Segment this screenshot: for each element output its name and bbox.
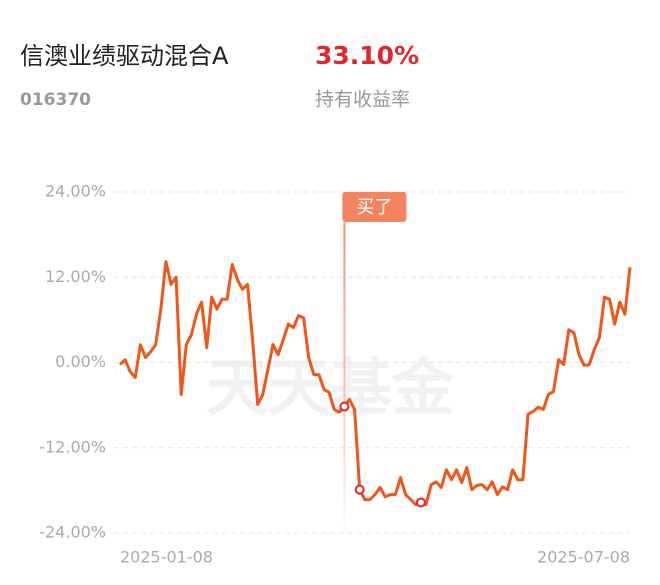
y-tick-label: 0.00% [55,352,106,371]
trade-point [415,497,426,508]
watermark: 天天基金 [206,351,455,424]
trade-point [339,401,350,412]
return-line [118,260,632,507]
x-tick-label: 2025-01-08 [120,548,213,567]
trade-point [354,484,365,495]
return-value: 33.10% [315,41,419,70]
buy-tag-bg [342,192,407,222]
y-tick-label: 24.00% [45,182,106,201]
y-tick-label: -24.00% [39,523,106,542]
buy-tag: 买了 [356,197,392,218]
x-tick-label: 2025-07-08 [537,548,630,567]
fund-title: 信澳业绩驱动混合A [20,42,229,70]
y-tick-label: -12.00% [39,437,106,456]
fund-code: 016370 [20,90,91,110]
buy-line [343,222,346,533]
y-tick-label: 12.00% [45,267,106,286]
return-label: 持有收益率 [315,89,410,111]
